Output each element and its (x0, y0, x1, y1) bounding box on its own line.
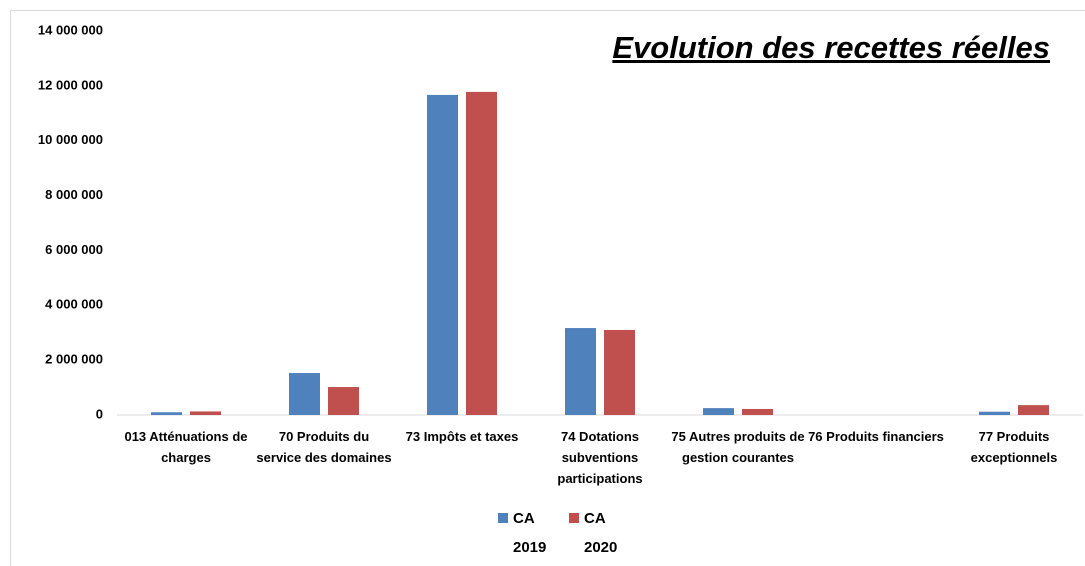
y-tick-label: 4 000 000 (45, 297, 103, 312)
x-tick-label: 75 Autres produits de gestion courantes (671, 429, 805, 465)
bar (742, 408, 773, 415)
bar (328, 387, 359, 415)
bar (466, 91, 497, 416)
bar (190, 411, 221, 415)
legend-label: CA 2019 (513, 510, 547, 556)
bar (604, 329, 635, 415)
legend-swatch (569, 513, 579, 523)
chart-border (10, 10, 1085, 566)
legend-label: CA 2020 (584, 510, 618, 556)
x-tick-label: 77 Produits exceptionnels (970, 429, 1058, 465)
chart-title: Evolution des recettes réelles (612, 30, 1050, 65)
legend-swatch (498, 513, 508, 523)
bar (1018, 405, 1049, 415)
bar (151, 412, 182, 415)
bar (565, 328, 596, 415)
x-tick-label: 74 Dotations subventions participations (557, 429, 643, 486)
x-tick-label: 76 Produits financiers (808, 429, 944, 444)
x-tick-label: 013 Atténuations de charges (124, 429, 248, 465)
bar (979, 411, 1010, 415)
y-tick-label: 2 000 000 (45, 352, 103, 367)
bar (289, 373, 320, 415)
y-tick-label: 10 000 000 (38, 132, 103, 147)
x-tick-label: 73 Impôts et taxes (405, 429, 519, 444)
bar (703, 408, 734, 415)
x-tick-label: 70 Produits du service des domaines (256, 429, 392, 465)
y-tick-label: 12 000 000 (38, 77, 103, 92)
y-tick-label: 6 000 000 (45, 242, 103, 257)
y-tick-label: 8 000 000 (45, 187, 103, 202)
bar (427, 94, 458, 415)
y-tick-label: 0 (96, 406, 103, 421)
y-tick-label: 14 000 000 (38, 22, 103, 37)
